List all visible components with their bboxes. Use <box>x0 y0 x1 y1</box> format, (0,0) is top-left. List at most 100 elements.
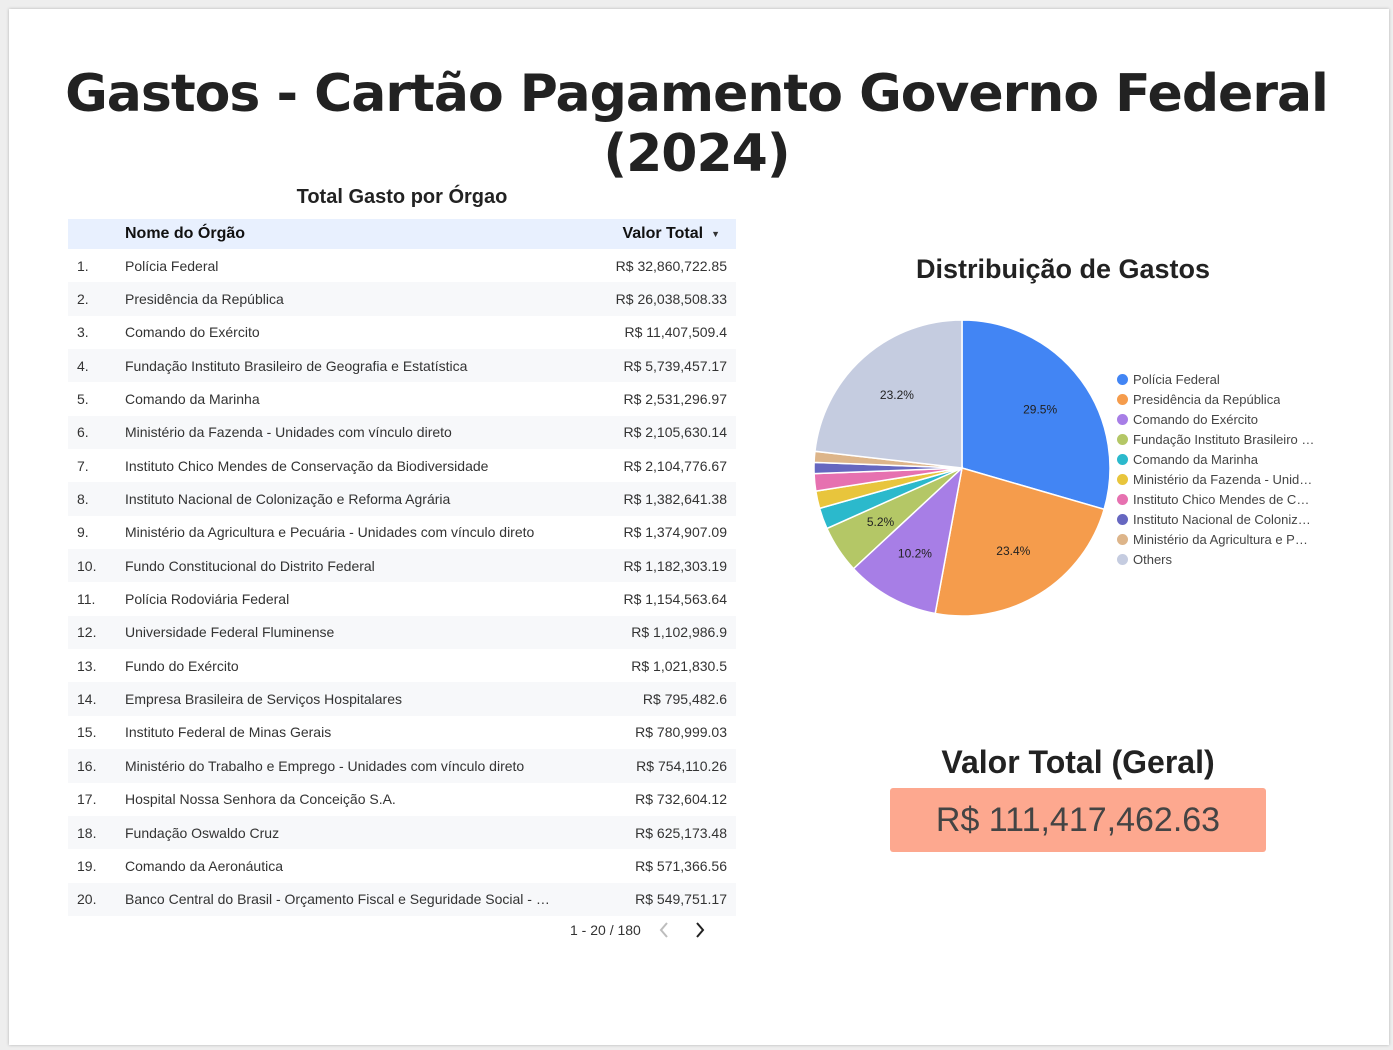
column-header-name[interactable]: Nome do Órgão <box>125 225 246 242</box>
row-name: Instituto Chico Mendes de Conservação da… <box>125 457 489 474</box>
pie-slice[interactable] <box>934 467 1106 617</box>
legend-item[interactable]: Comando do Exército <box>1117 409 1315 429</box>
pie-chart: 29.5% 23.4% 10.2% 5.2% 23.2% <box>813 319 1111 617</box>
table-row[interactable]: 3. Comando do Exército R$ 11,407,509.4 <box>68 316 736 349</box>
row-value: R$ 32,860,722.85 <box>615 257 727 274</box>
row-value: R$ 1,182,303.19 <box>623 557 727 574</box>
legend-swatch <box>1117 514 1128 526</box>
total-value-card: R$ 111,417,462.63 <box>890 788 1266 852</box>
table-row[interactable]: 18. Fundação Oswaldo Cruz R$ 625,173.48 <box>68 815 736 850</box>
row-value: R$ 571,366.56 <box>635 857 727 874</box>
legend-swatch <box>1117 413 1128 425</box>
row-index: 4. <box>77 357 89 374</box>
sort-descending-icon[interactable]: ▼ <box>711 229 720 239</box>
table-row[interactable]: 5. Comando da Marinha R$ 2,531,296.97 <box>68 382 736 415</box>
row-index: 6. <box>77 424 89 441</box>
legend-swatch <box>1117 534 1128 546</box>
row-index: 5. <box>77 391 89 408</box>
row-index: 2. <box>77 291 89 308</box>
next-page-button[interactable] <box>687 919 713 941</box>
page-title: Gastos - Cartão Pagamento Governo Federa… <box>65 64 1329 184</box>
chevron-right-icon <box>696 922 705 938</box>
column-header-value-label: Valor Total <box>622 225 704 242</box>
table-row[interactable]: 11. Polícia Rodoviária Federal R$ 1,154,56… <box>68 582 736 615</box>
table-row[interactable]: 4. Fundação Instituto Brasileiro de Geogr… <box>68 349 736 383</box>
legend-swatch <box>1117 433 1128 445</box>
total-label: Valor Total (Geral) <box>941 744 1215 780</box>
row-index: 10. <box>77 557 97 574</box>
legend-swatch <box>1117 494 1128 506</box>
legend-item[interactable]: Instituto Chico Mendes de Co… <box>1117 490 1315 510</box>
table-row[interactable]: 10. Fundo Constitucional do Distrito Fede… <box>68 549 736 583</box>
legend-item[interactable]: Polícia Federal <box>1117 369 1315 389</box>
row-value: R$ 780,999.03 <box>635 724 727 741</box>
row-index: 18. <box>77 824 97 841</box>
table-header: Nome do Órgão Valor Total ▼ <box>68 219 736 249</box>
row-value: R$ 5,739,457.17 <box>623 357 727 374</box>
legend-item[interactable]: Comando da Marinha <box>1117 449 1315 469</box>
table-row[interactable]: 8. Instituto Nacional de Colonização e Re… <box>68 482 736 516</box>
legend-item[interactable]: Ministério da Agricultura e Pe… <box>1117 530 1315 550</box>
row-name: Instituto Federal de Minas Gerais <box>125 724 332 741</box>
row-name: Fundação Instituto Brasileiro de Geograf… <box>125 357 468 374</box>
row-value: R$ 1,021,830.5 <box>631 657 727 674</box>
row-name: Ministério da Fazenda - Unidades com vín… <box>125 424 452 441</box>
pie-slice[interactable] <box>961 319 1111 511</box>
row-value: R$ 1,154,563.64 <box>623 591 727 608</box>
table-row[interactable]: 20. Banco Central do Brasil - Orçamento F… <box>68 882 736 916</box>
row-value: R$ 1,374,907.09 <box>623 524 727 541</box>
legend-swatch <box>1117 373 1128 385</box>
table-row[interactable]: 16. Ministério do Trabalho e Emprego - Un… <box>68 749 736 783</box>
legend-swatch <box>1117 474 1128 486</box>
row-value: R$ 625,173.48 <box>635 824 727 841</box>
table-row[interactable]: 12. Universidade Federal Fluminense R$ 1,1… <box>68 615 736 650</box>
row-name: Hospital Nossa Senhora da Conceição S.A. <box>125 791 396 808</box>
legend-item[interactable]: Instituto Nacional de Coloniza… <box>1117 510 1315 530</box>
table-row[interactable]: 19. Comando da Aeronáutica R$ 571,366.56 <box>68 849 736 882</box>
pie-slice[interactable] <box>852 465 964 615</box>
row-name: Comando da Aeronáutica <box>125 857 283 874</box>
report-page <box>9 9 1389 1045</box>
legend-item[interactable]: Others <box>1117 550 1315 570</box>
legend-item[interactable]: Fundação Instituto Brasileiro … <box>1117 429 1315 449</box>
table-row[interactable]: 7. Instituto Chico Mendes de Conservação … <box>68 449 736 482</box>
pie-slice-label: 29.5% <box>1023 402 1057 416</box>
row-value: R$ 549,751.17 <box>635 891 727 908</box>
pie-chart-title: Distribuição de Gastos <box>915 254 1211 284</box>
pie-slice[interactable] <box>814 319 963 469</box>
row-value: R$ 2,105,630.14 <box>623 424 727 441</box>
row-index: 3. <box>77 324 89 341</box>
table-row[interactable]: 2. Presidência da República R$ 26,038,508.… <box>68 282 736 316</box>
row-index: 11. <box>77 591 96 608</box>
row-index: 14. <box>77 691 97 708</box>
table-row[interactable]: 6. Ministério da Fazenda - Unidades com v… <box>68 415 736 450</box>
table-row[interactable]: 9. Ministério da Agricultura e Pecuária -… <box>68 516 736 549</box>
legend-label: Polícia Federal <box>1133 371 1220 387</box>
table-row[interactable]: 15. Instituto Federal de Minas Gerais R$ 7… <box>68 716 736 749</box>
table-body: 1. Polícia Federal R$ 32,860,722.85 2. Presi… <box>68 249 736 916</box>
legend-item[interactable]: Presidência da República <box>1117 389 1315 409</box>
legend-swatch <box>1117 393 1128 405</box>
table-title: Total Gasto por Órgao <box>296 186 508 208</box>
column-header-value[interactable]: Valor Total ▼ <box>622 225 720 243</box>
row-index: 9. <box>77 524 89 541</box>
row-name: Comando da Marinha <box>125 391 260 408</box>
table-row[interactable]: 1. Polícia Federal R$ 32,860,722.85 <box>68 249 736 282</box>
row-value: R$ 754,110.26 <box>636 757 727 774</box>
total-value: R$ 111,417,462.63 <box>935 800 1221 839</box>
row-index: 20. <box>77 891 97 908</box>
chevron-left-icon <box>659 922 668 938</box>
row-name: Universidade Federal Fluminense <box>125 624 335 641</box>
row-index: 13. <box>77 657 97 674</box>
spending-table: Nome do Órgão Valor Total ▼ 1. Polícia Fe… <box>68 219 736 916</box>
table-row[interactable]: 14. Empresa Brasileira de Serviços Hospit… <box>68 682 736 716</box>
row-index: 16. <box>77 757 97 774</box>
legend-item[interactable]: Ministério da Fazenda - Unid… <box>1117 469 1315 489</box>
table-row[interactable]: 13. Fundo do Exército R$ 1,021,830.5 <box>68 649 736 682</box>
row-value: R$ 795,482.6 <box>642 691 727 708</box>
prev-page-button[interactable] <box>651 919 677 941</box>
table-row[interactable]: 17. Hospital Nossa Senhora da Conceição S… <box>68 783 736 816</box>
row-index: 1. <box>77 257 89 274</box>
row-index: 12. <box>77 624 97 641</box>
row-name: Fundação Oswaldo Cruz <box>125 824 280 841</box>
